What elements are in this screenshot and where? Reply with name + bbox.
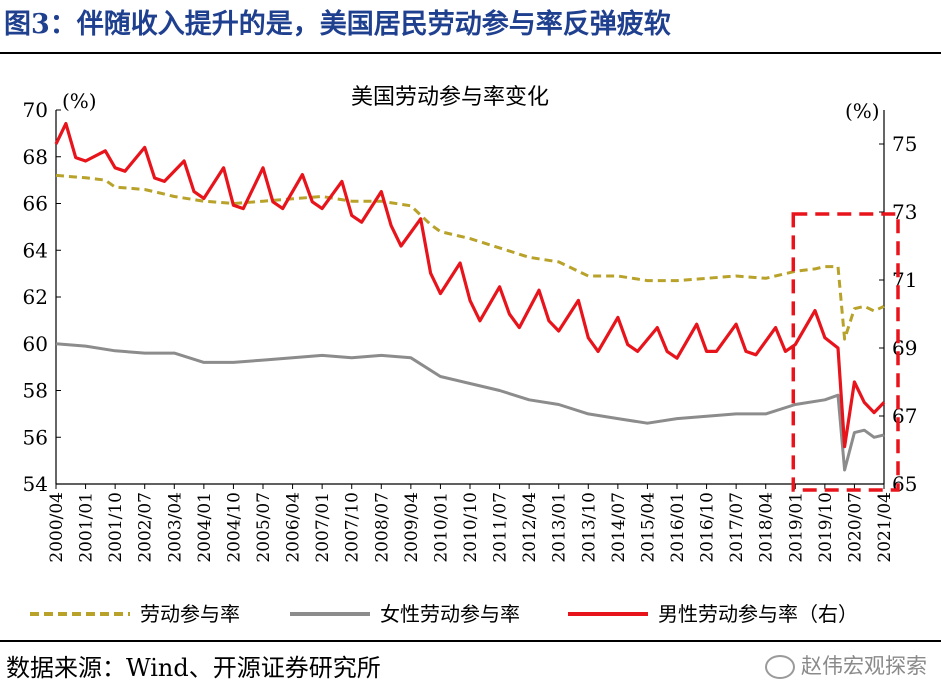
x-tick-label: 2015/04: [638, 492, 658, 563]
x-tick-label: 2016/01: [668, 492, 688, 563]
x-tick-label: 2010/10: [461, 492, 481, 563]
axes: 54 56 58 60 62 64 66 68 70 65 67 69 71 73 75 2000/04 200…: [23, 98, 918, 563]
source-rule: [0, 640, 941, 642]
left-tick-label: 62: [23, 285, 48, 309]
x-tick-label: 2007/01: [313, 492, 333, 563]
x-tick-label: 2016/10: [698, 492, 718, 563]
left-tick-label: 60: [23, 332, 48, 356]
chart: 美国劳动参与率变化 (%) (%) 54 56 58 60 62 64 66 68 70 65 67…: [23, 85, 918, 626]
legend: 劳动参与率 女性劳动参与率 男性劳动参与率（右）: [30, 602, 858, 626]
left-tick-label: 64: [23, 238, 48, 262]
series-layer: [54, 122, 886, 472]
left-axis-unit: (%): [62, 89, 97, 113]
x-tick-label: 2007/10: [343, 492, 363, 563]
figure-title: 图3：伴随收入提升的是，美国居民劳动参与率反弹疲软: [4, 9, 671, 40]
x-tick-label: 2017/07: [727, 492, 747, 563]
x-tick-label: 2021/04: [875, 492, 895, 563]
left-tick-label: 70: [23, 98, 48, 122]
left-tick-label: 58: [23, 379, 48, 403]
title-rule: [0, 52, 941, 54]
left-tick-label: 68: [23, 145, 48, 169]
right-axis-unit: (%): [845, 99, 880, 123]
x-tick-label: 2009/04: [402, 492, 422, 563]
x-tick-label: 2014/07: [609, 492, 629, 563]
x-tick-label: 2001/01: [77, 492, 97, 563]
highlight-box: [791, 212, 900, 492]
left-tick-label: 66: [23, 192, 48, 216]
left-tick-label: 56: [23, 425, 48, 449]
right-tick-label: 73: [892, 200, 917, 224]
series-line-3: [54, 122, 886, 449]
x-tick-label: 2003/04: [165, 492, 185, 563]
x-tick-label: 2001/10: [106, 492, 126, 563]
series-line-1: [55, 173, 885, 341]
x-tick-label: 2000/04: [47, 492, 67, 563]
legend-label-1: 劳动参与率: [140, 602, 240, 626]
x-tick-label: 2002/07: [136, 492, 156, 563]
x-tick-label: 2012/04: [520, 492, 540, 563]
right-tick-label: 65: [892, 472, 917, 496]
x-tick-label: 2019/10: [816, 492, 836, 563]
chart-title: 美国劳动参与率变化: [351, 85, 549, 110]
x-tick-label: 2010/01: [431, 492, 451, 563]
x-tick-label: 2008/07: [372, 492, 392, 563]
x-tick-label: 2006/04: [284, 492, 304, 563]
x-tick-label: 2005/07: [254, 492, 274, 563]
x-tick-label: 2018/04: [757, 492, 777, 563]
watermark-text: 赵伟宏观探索: [801, 654, 927, 678]
x-tick-label: 2019/01: [786, 492, 806, 563]
right-tick-label: 69: [892, 336, 917, 360]
watermark: 赵伟宏观探索: [765, 650, 927, 680]
x-tick-label: 2004/10: [224, 492, 244, 563]
x-tick-label: 2004/01: [195, 492, 215, 563]
x-tick-label: 2011/07: [491, 492, 511, 563]
wechat-logo-icon: [765, 655, 795, 679]
series-line-2: [55, 342, 885, 472]
legend-label-2: 女性劳动参与率: [380, 602, 520, 626]
x-tick-label: 2020/07: [845, 492, 865, 563]
left-tick-label: 54: [23, 472, 48, 496]
right-tick-label: 67: [892, 404, 917, 428]
legend-label-3: 男性劳动参与率（右）: [658, 602, 858, 626]
source-note: 数据来源：Wind、开源证券研究所: [6, 654, 381, 682]
right-tick-label: 71: [892, 268, 917, 292]
x-tick-label: 2013/01: [550, 492, 570, 563]
right-tick-label: 75: [892, 132, 917, 156]
x-tick-label: 2013/10: [579, 492, 599, 563]
highlight-layer: [791, 212, 900, 492]
